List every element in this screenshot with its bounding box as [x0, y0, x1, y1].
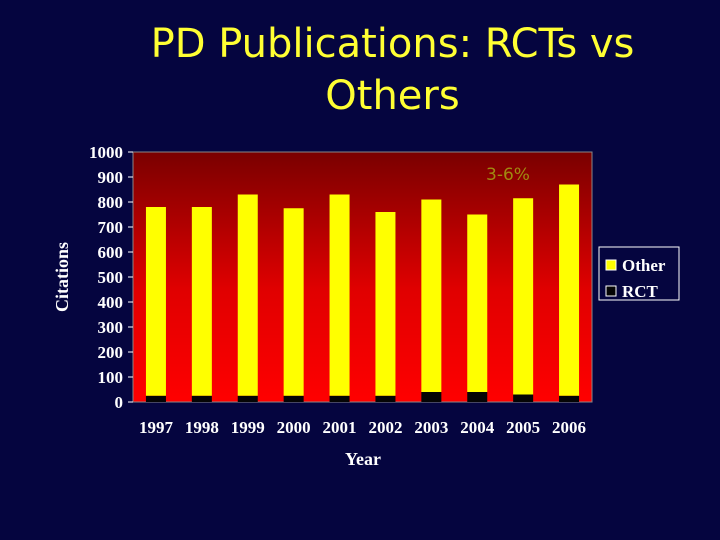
bar-rct-2006: [559, 395, 580, 402]
bar-rct-2000: [283, 395, 304, 402]
bar-rct-2002: [375, 395, 396, 402]
y-tick-label: 700: [98, 218, 124, 237]
bar-other-2005: [513, 198, 534, 395]
bar-rct-1998: [191, 395, 212, 402]
x-tick-label: 2001: [323, 418, 357, 437]
percentage-annotation: 3-6%: [486, 165, 530, 185]
legend: Other RCT: [598, 246, 680, 301]
bar-rct-1999: [237, 395, 258, 402]
x-axis: 1997 1998 1999 2000 2001 2002 2003 2004 2005 2006: [139, 418, 586, 437]
y-tick-label: 400: [98, 293, 124, 312]
y-axis: 0 100 200 300 400 500 600 700 800 900 1000: [89, 143, 133, 412]
bar-other-2003: [421, 199, 442, 392]
y-tick-label: 900: [98, 168, 124, 187]
slide-title: PD Publications: RCTs vs Others: [100, 18, 685, 122]
x-tick-label: 2002: [368, 418, 402, 437]
bars: [145, 184, 580, 402]
legend-swatch-rct: [605, 285, 617, 297]
x-tick-label: 2000: [277, 418, 311, 437]
bar-other-1998: [191, 207, 212, 396]
y-tick-label: 500: [98, 268, 124, 287]
bar-other-2004: [467, 214, 488, 392]
y-tick-label: 1000: [89, 143, 123, 162]
x-tick-label: 1998: [185, 418, 219, 437]
y-tick-label: 0: [115, 393, 124, 412]
x-tick-label: 1999: [231, 418, 265, 437]
legend-label-rct: RCT: [622, 282, 659, 301]
y-tick-label: 600: [98, 243, 124, 262]
bar-other-2001: [329, 194, 350, 396]
y-tick-label: 100: [98, 368, 124, 387]
bar-other-1997: [145, 207, 166, 396]
slide-title-line-2: Others: [325, 73, 460, 119]
bar-rct-2005: [513, 394, 534, 402]
bar-other-1999: [237, 194, 258, 396]
legend-swatch-other: [605, 259, 617, 271]
bar-other-2002: [375, 212, 396, 396]
x-tick-label: 2005: [506, 418, 540, 437]
bar-other-2000: [283, 208, 304, 396]
x-axis-label: Year: [345, 449, 381, 469]
bar-rct-2001: [329, 395, 350, 402]
x-tick-label: 2003: [414, 418, 448, 437]
legend-label-other: Other: [622, 256, 666, 275]
y-axis-label: Citations: [52, 242, 72, 312]
x-tick-label: 2006: [552, 418, 586, 437]
bar-rct-2003: [421, 392, 442, 402]
bar-rct-2004: [467, 392, 488, 402]
x-tick-label: 1997: [139, 418, 174, 437]
bar-other-2006: [559, 184, 580, 396]
x-tick-label: 2004: [460, 418, 495, 437]
y-tick-label: 200: [98, 343, 124, 362]
y-tick-label: 800: [98, 193, 124, 212]
y-tick-label: 300: [98, 318, 124, 337]
bar-rct-1997: [145, 395, 166, 402]
slide-title-line-1: PD Publications: RCTs vs: [150, 21, 635, 67]
